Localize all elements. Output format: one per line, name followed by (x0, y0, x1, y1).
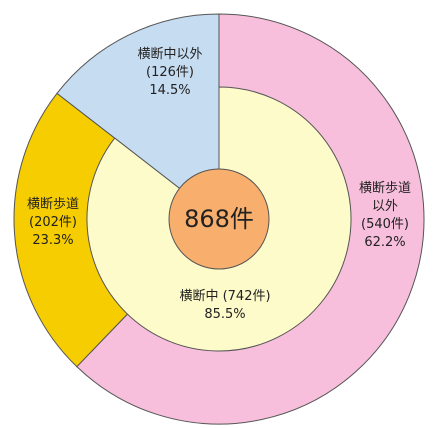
category-label: 横断歩道 (26, 197, 79, 212)
outer-slice (56, 13, 220, 221)
category-label: 横断歩道以外 (358, 181, 411, 214)
category-label: 横断中以外 (137, 47, 203, 62)
total-label: 868件 (184, 205, 254, 233)
percent-label: 62.2% (364, 235, 406, 250)
percent-label: 14.5% (149, 83, 191, 98)
center-circle (168, 168, 270, 270)
inner-line: 横断中 (742件) (150, 288, 300, 306)
percent-label: 23.3% (32, 233, 74, 248)
count-label: (202件) (29, 215, 77, 230)
slice-label: 横断中 (742件) 85.5% (150, 288, 300, 324)
slice-label: 横断歩道以外 (540件) 62.2% (355, 180, 415, 252)
count-label: (540件) (361, 217, 409, 232)
count-label: (742件) (222, 289, 271, 304)
category-label: 横断中 (179, 289, 219, 304)
slice-label: 横断歩道 (202件) 23.3% (8, 196, 98, 250)
percent-label: 85.5% (204, 307, 246, 322)
slice-label: 横断中以外 (126件) 14.5% (110, 46, 230, 100)
count-label: (126件) (146, 65, 194, 80)
